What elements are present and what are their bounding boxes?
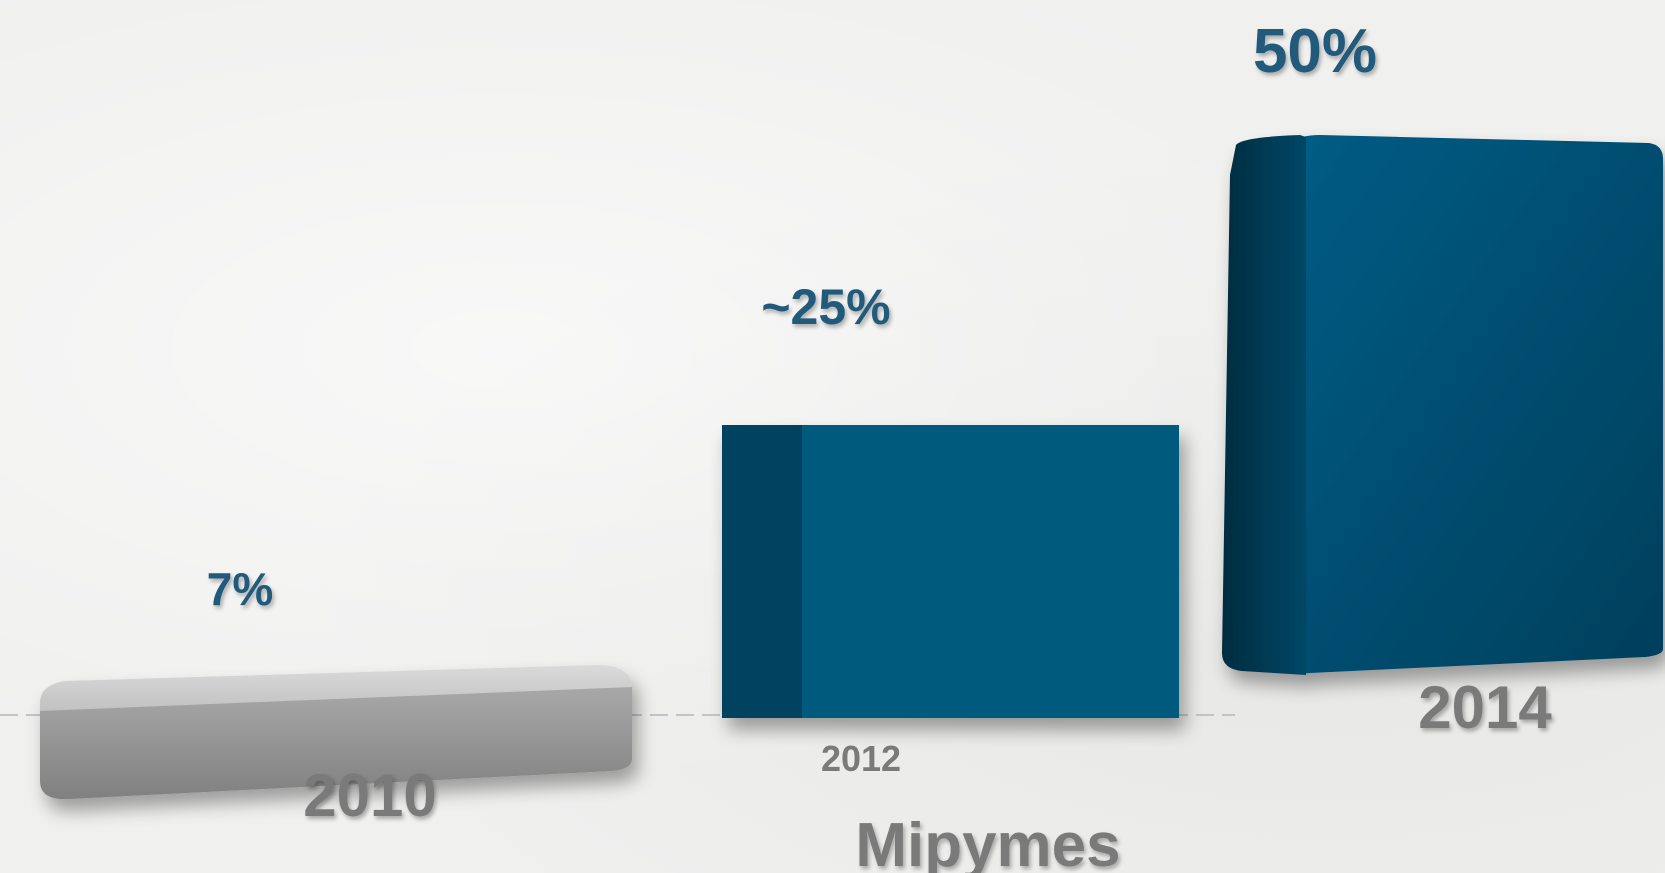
bar-2014 (1222, 135, 1663, 675)
bar-2010 (40, 665, 632, 800)
value-label-2010: 7% (207, 563, 273, 615)
bar-2012-front (802, 425, 1179, 718)
value-label-2014: 50% (1253, 17, 1377, 86)
bar-2014-front (1290, 135, 1663, 674)
bar-2012-side (722, 425, 802, 718)
bar-2010-front (40, 687, 632, 800)
value-label-2012: ~25% (761, 279, 890, 335)
category-label-2014: 2014 (1418, 674, 1552, 741)
x-axis-title: Mipymes (855, 811, 1120, 873)
category-label-2010: 2010 (303, 762, 436, 829)
category-label-2012: 2012 (821, 738, 901, 779)
bar-2012 (722, 425, 1179, 718)
bar-2014-side (1222, 135, 1306, 675)
